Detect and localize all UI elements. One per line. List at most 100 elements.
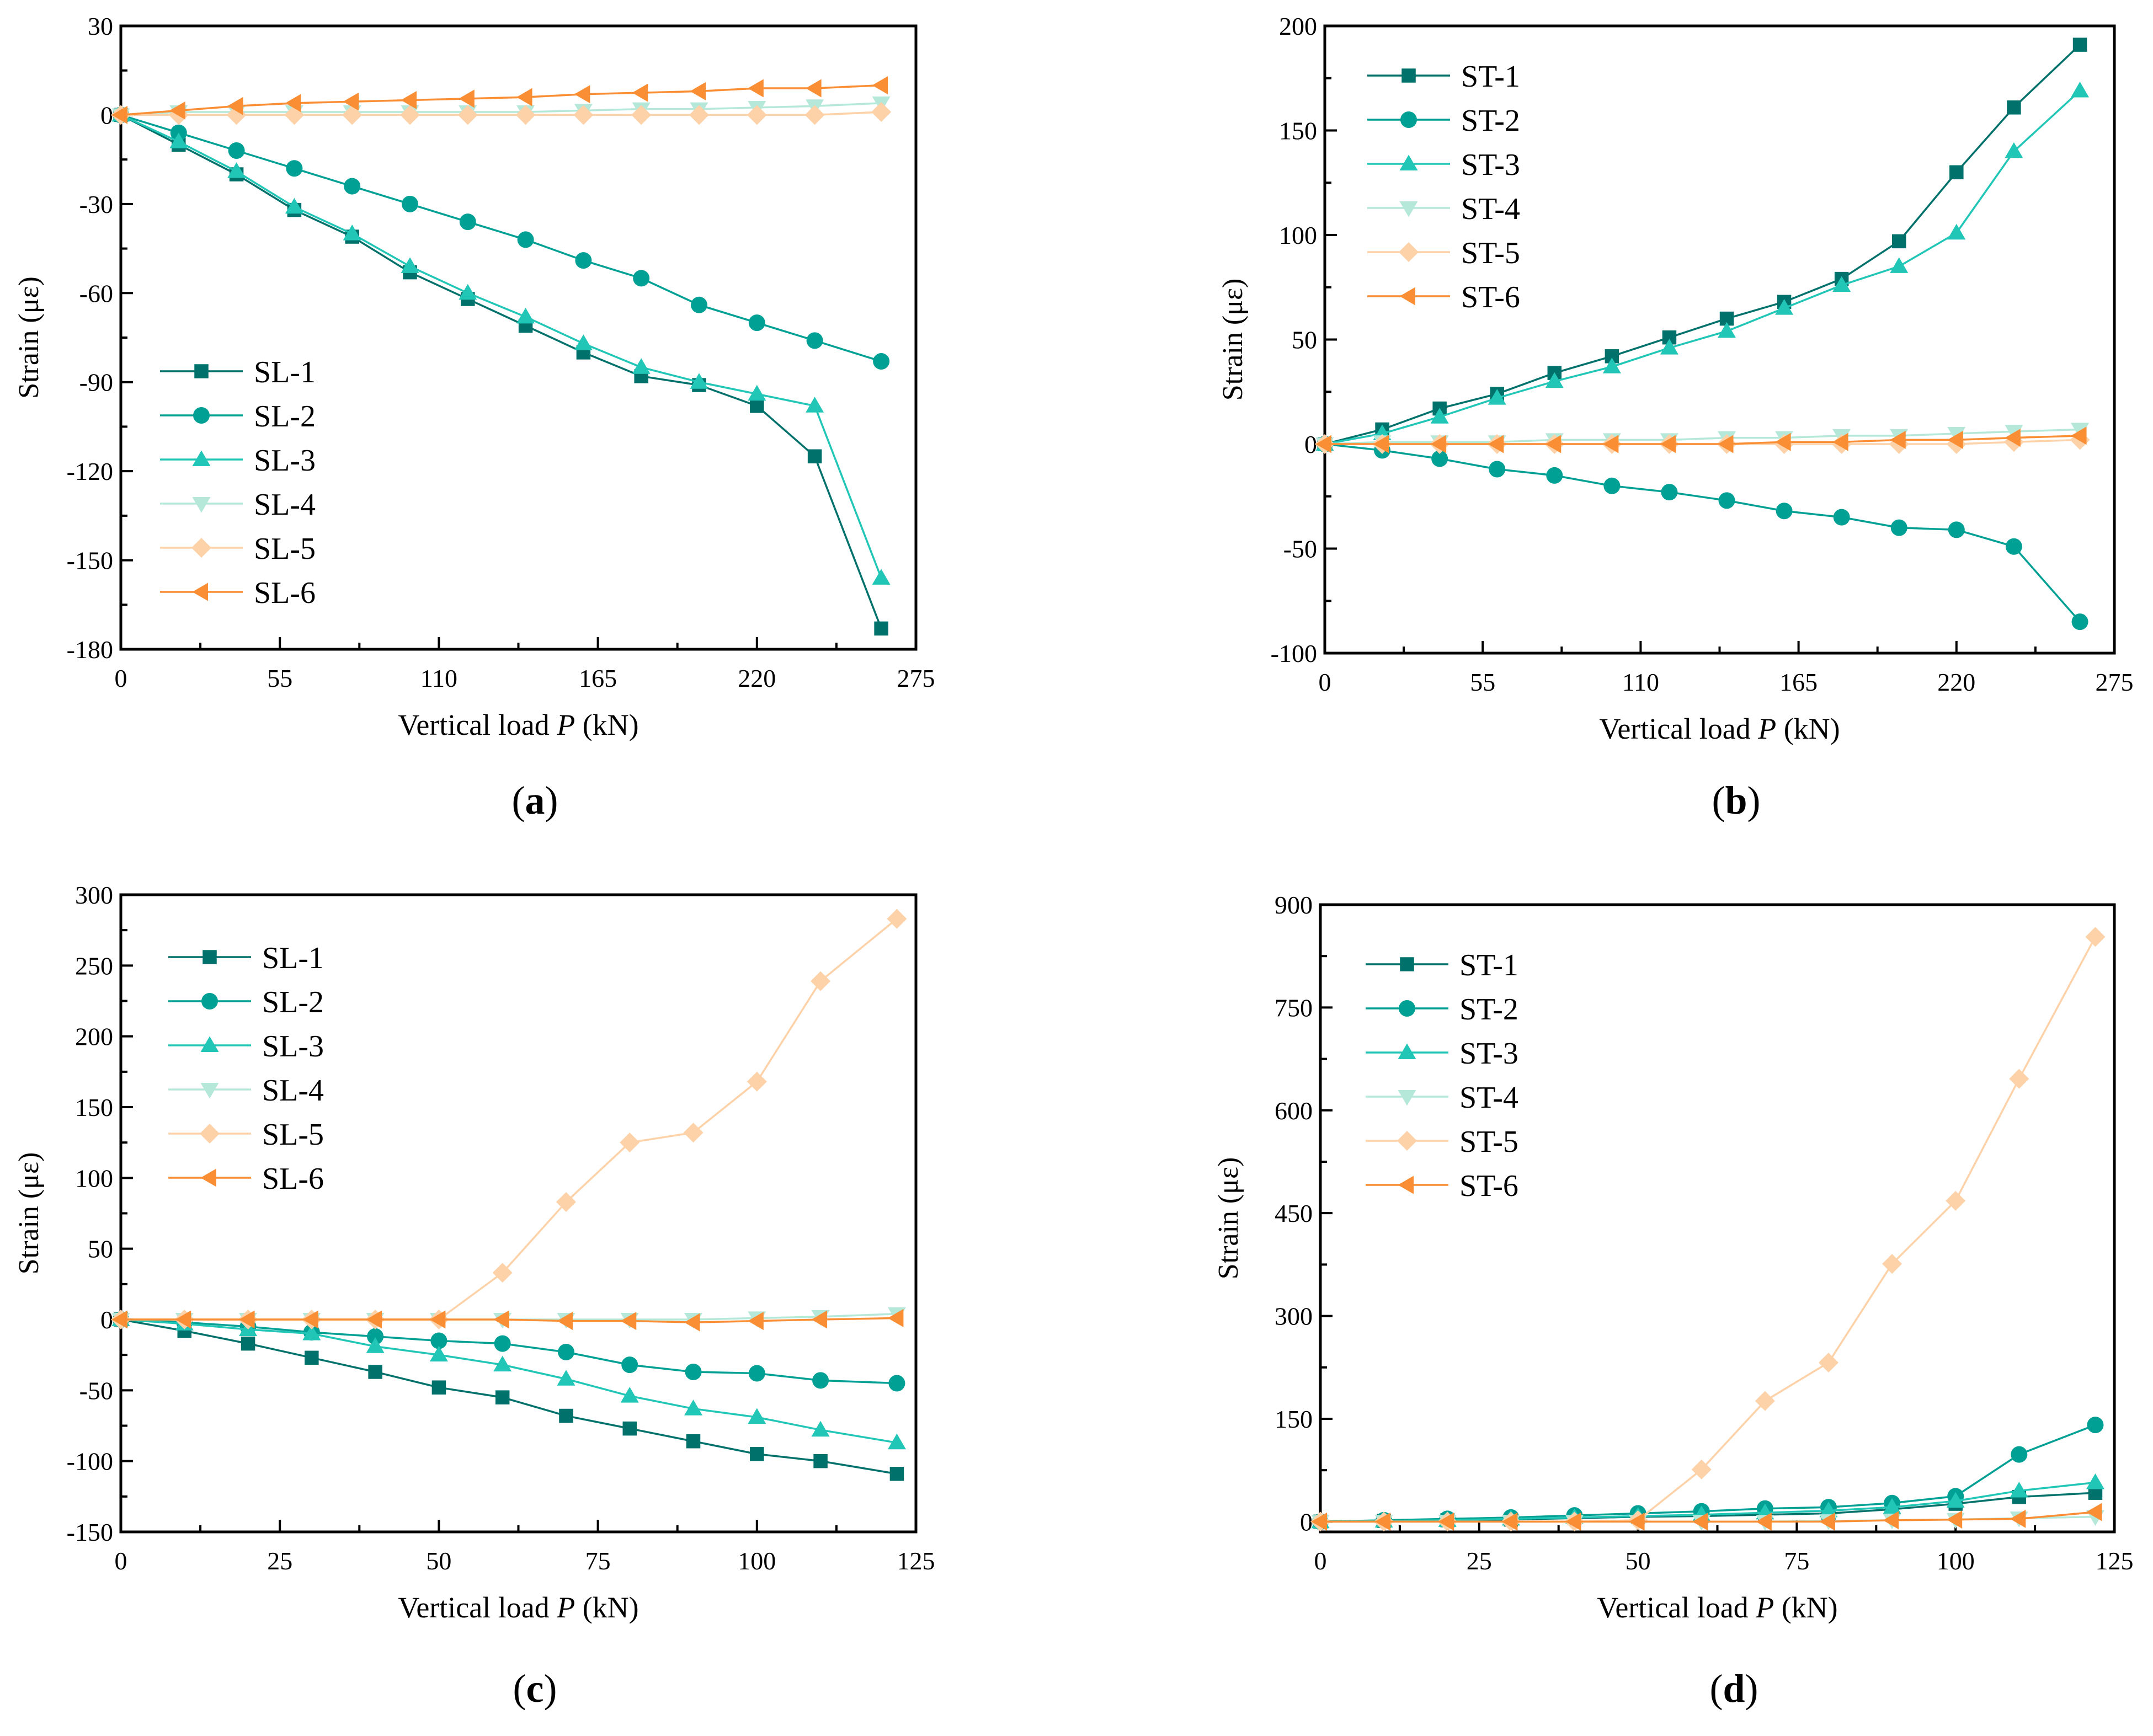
y-tick-label: 600 (1275, 1097, 1313, 1125)
data-point-sl-3 (811, 1420, 830, 1437)
data-point-sl-1 (241, 1336, 255, 1351)
data-point-sl-3 (227, 162, 246, 178)
legend-marker (200, 1036, 219, 1052)
legend-label: SL-3 (262, 1029, 324, 1064)
data-point-sl-2 (748, 314, 765, 332)
data-point-st-5 (1946, 1190, 1966, 1211)
data-point-sl-3 (632, 358, 651, 374)
x-tick-label: 275 (2096, 668, 2134, 696)
data-point-st-2 (1603, 477, 1621, 494)
data-point-sl-1 (686, 1434, 701, 1449)
data-point-sl-2 (228, 142, 245, 159)
x-tick-label: 165 (579, 664, 617, 692)
data-point-st-3 (2086, 1473, 2104, 1489)
data-point-sl-3 (302, 1324, 321, 1340)
y-axis-label: Strain (με) (13, 276, 45, 399)
data-point-sl-3 (557, 1370, 575, 1386)
legend-marker (1399, 154, 1418, 170)
x-axis-label: Vertical load P (kN) (1597, 1591, 1837, 1624)
data-point-st-6 (1692, 1512, 1708, 1531)
y-tick-label: -150 (67, 1518, 113, 1546)
y-tick-label: -150 (67, 547, 113, 575)
data-point-st-3 (2010, 1481, 2028, 1498)
data-point-st-2 (1833, 509, 1850, 526)
legend-marker (1398, 1176, 1414, 1194)
legend-marker (192, 450, 211, 466)
data-point-sl-3 (429, 1345, 448, 1362)
legend-marker (1401, 68, 1416, 83)
data-point-sl-6 (493, 1310, 509, 1329)
data-point-st-5 (1818, 1353, 1838, 1373)
data-point-sl-2 (286, 160, 303, 177)
y-tick-label: 200 (1279, 12, 1317, 40)
data-point-st-1 (1891, 234, 1906, 249)
x-tick-label: 0 (1319, 668, 1331, 696)
legend-label: SL-2 (262, 985, 324, 1019)
x-tick-label: 275 (897, 664, 935, 692)
data-point-sl-6 (690, 82, 706, 100)
data-point-sl-1 (559, 1408, 573, 1423)
data-point-sl-2 (748, 1365, 765, 1382)
series-line-st-4 (1324, 428, 2080, 445)
data-point-sl-1 (368, 1365, 382, 1379)
legend-marker (200, 1124, 220, 1144)
legend-label: SL-4 (254, 488, 316, 522)
data-point-sl-2 (402, 195, 418, 212)
y-tick-label: -120 (67, 457, 113, 485)
data-point-sl-5 (631, 105, 652, 125)
data-point-sl-3 (516, 307, 535, 324)
data-point-sl-6 (632, 83, 648, 102)
legend-label: ST-3 (1461, 148, 1520, 182)
data-point-sl-2 (557, 1344, 574, 1361)
series-line-st-6 (1325, 435, 2080, 445)
data-point-sl-2 (517, 231, 534, 248)
series-line-sl-1 (120, 114, 882, 629)
data-point-sl-1 (807, 449, 822, 463)
data-point-sl-6 (111, 105, 127, 124)
legend-marker (192, 583, 208, 601)
legend-label: ST-2 (1459, 992, 1518, 1027)
data-point-st-2 (1661, 484, 1678, 501)
data-point-sl-6 (748, 1312, 764, 1331)
legend-marker (200, 1168, 216, 1187)
data-point-sl-6 (366, 1310, 382, 1329)
data-point-sl-6 (227, 97, 243, 115)
data-point-sl-1 (622, 1421, 637, 1436)
series-line-st-5 (1320, 936, 2097, 1523)
data-point-st-2 (1776, 503, 1793, 520)
data-point-sl-6 (343, 92, 359, 111)
data-point-st-5 (1691, 1459, 1712, 1479)
y-tick-label: 450 (1275, 1199, 1313, 1227)
data-point-sl-2 (685, 1363, 702, 1380)
x-tick-label: 125 (2096, 1547, 2134, 1575)
data-point-st-6 (2071, 426, 2087, 445)
data-point-sl-1 (495, 1390, 510, 1404)
x-tick-label: 50 (1626, 1547, 1651, 1575)
y-tick-label: 900 (1275, 891, 1313, 919)
data-point-sl-1 (750, 399, 764, 413)
x-tick-label: 0 (1314, 1547, 1327, 1575)
legend-label: SL-3 (254, 444, 316, 478)
x-tick-label: 0 (115, 664, 127, 692)
data-point-st-3 (1832, 276, 1851, 292)
y-tick-label: 0 (1300, 1508, 1313, 1536)
data-point-sl-3 (887, 1433, 906, 1450)
x-axis-label: Vertical load P (kN) (1599, 712, 1840, 745)
data-point-sl-6 (574, 85, 590, 104)
legend-label: SL-5 (254, 532, 316, 566)
data-point-sl-5 (556, 1192, 576, 1212)
data-point-sl-3 (169, 132, 188, 148)
data-point-st-3 (1883, 1498, 1901, 1514)
y-tick-label: -60 (79, 279, 113, 307)
data-point-sl-3 (684, 1400, 703, 1415)
legend-label: ST-6 (1461, 280, 1520, 314)
x-tick-label: 100 (738, 1547, 776, 1575)
y-tick-label: -100 (67, 1447, 113, 1476)
data-point-st-3 (1890, 257, 1909, 273)
data-point-sl-2 (691, 296, 707, 313)
data-point-sl-2 (459, 213, 476, 231)
data-point-sl-1 (305, 1350, 319, 1365)
data-point-st-3 (2005, 142, 2023, 158)
data-point-sl-5 (573, 105, 594, 125)
data-point-sl-2 (430, 1332, 447, 1349)
